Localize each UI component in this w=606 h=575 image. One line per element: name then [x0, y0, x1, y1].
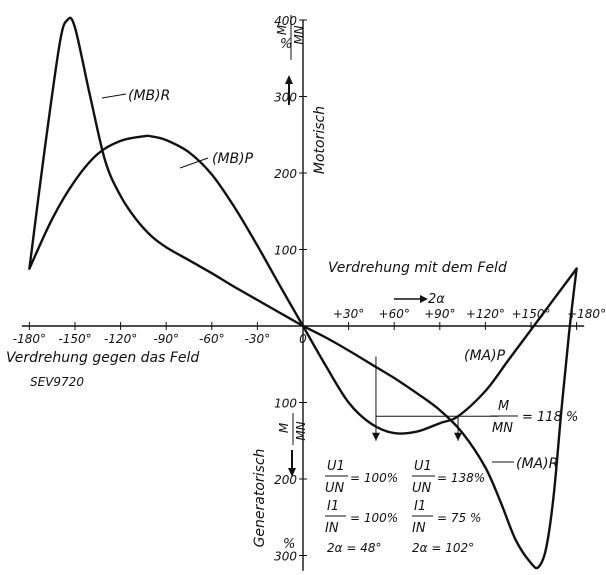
y-tick-label-100: 100	[274, 244, 297, 258]
two-alpha-label: 2α	[428, 292, 445, 307]
leader-mb-p	[179, 157, 209, 169]
i1-left-den: IN	[325, 521, 339, 536]
curves	[28, 16, 578, 570]
mn-upper-den: MN	[292, 25, 306, 44]
right-point-annotations: U1 UN = 138% I1 IN = 75 % 2α = 102°	[412, 459, 485, 555]
label-mb-p: (MB)P	[212, 151, 254, 167]
x-tick-label-90: +90°	[424, 307, 455, 321]
ticks: -180° -150° -120° -90° -60° -30° 0 +30° +60° +90°…	[13, 14, 606, 564]
x-tick-label--120: -120°	[104, 332, 137, 346]
left-point-annotations: U1 UN = 100% I1 IN = 100% 2α = 48°	[325, 459, 398, 555]
generatorisch-label: Generatorisch	[252, 449, 268, 548]
alpha-right: 2α = 102°	[412, 541, 474, 555]
i1-right-val: = 75 %	[437, 511, 481, 525]
down-arrow-icon	[288, 450, 296, 477]
u1-right-den: UN	[412, 481, 432, 496]
vline-arrow-0	[371, 432, 380, 441]
i1-right-den: IN	[412, 521, 426, 536]
two-alpha-arrow	[394, 295, 428, 303]
alpha-left: 2α = 48°	[327, 541, 382, 555]
series-line-3	[301, 267, 578, 570]
eq-m-den: MN	[492, 421, 513, 436]
x-tick-label-0: 0	[299, 332, 307, 346]
series-line-0	[28, 16, 305, 328]
x-tick-label--90: -90°	[153, 332, 179, 346]
label-ma-r: (MA)R	[516, 456, 558, 472]
pct-lower: %	[283, 537, 295, 552]
y-tick-label-400: 400	[274, 14, 297, 28]
mn-lower-den: MN	[294, 421, 308, 440]
u1-left-den: UN	[325, 481, 345, 496]
m-upper-num: M	[275, 24, 289, 35]
y-tick-label-300: 300	[274, 91, 297, 105]
gegen-feld-label: Verdrehung gegen das Feld	[6, 350, 199, 366]
y-tick-label--100: 100	[274, 397, 297, 411]
i1-left-val: = 100%	[350, 511, 398, 525]
mit-feld-label: Verdrehung mit dem Feld	[328, 260, 507, 276]
m-lower-num: M	[277, 422, 291, 433]
up-arrow-icon	[285, 75, 293, 105]
y-tick-label--200: 200	[274, 473, 297, 487]
leader-mb-r	[101, 93, 127, 99]
eq-m-num: M	[498, 399, 509, 414]
label-mb-r: (MB)R	[128, 88, 170, 104]
label-ma-p: (MA)P	[464, 348, 506, 364]
construction-lines	[371, 356, 499, 441]
y-tick-label-200: 200	[274, 167, 297, 181]
axes	[21, 20, 585, 571]
i1-left-num: I1	[327, 499, 339, 514]
pct-upper: %	[280, 37, 292, 52]
series-line-1	[28, 134, 305, 328]
reference-code: SEV9720	[30, 375, 84, 389]
x-tick-label--60: -60°	[199, 332, 225, 346]
motorisch-label: Motorisch	[312, 106, 328, 174]
x-tick-label--30: -30°	[245, 332, 271, 346]
u1-left-val: = 100%	[350, 471, 398, 485]
vline-arrow-1	[454, 432, 463, 441]
x-tick-label-60: +60°	[379, 307, 410, 321]
x-tick-label-30: +30°	[333, 307, 364, 321]
x-tick-label--150: -150°	[58, 332, 91, 346]
x-tick-label-180: +180°	[567, 307, 606, 321]
u1-left-num: U1	[327, 459, 345, 474]
u1-right-num: U1	[414, 459, 432, 474]
x-tick-label-150: +150°	[512, 307, 551, 321]
series-line-2	[301, 267, 578, 435]
x-tick-label-120: +120°	[466, 307, 505, 321]
eq-m-val: = 118 %	[522, 410, 578, 425]
y-tick-label--300: 300	[274, 550, 297, 564]
u1-right-val: = 138%	[437, 471, 485, 485]
x-tick-label--180: -180°	[13, 332, 46, 346]
i1-right-num: I1	[414, 499, 426, 514]
